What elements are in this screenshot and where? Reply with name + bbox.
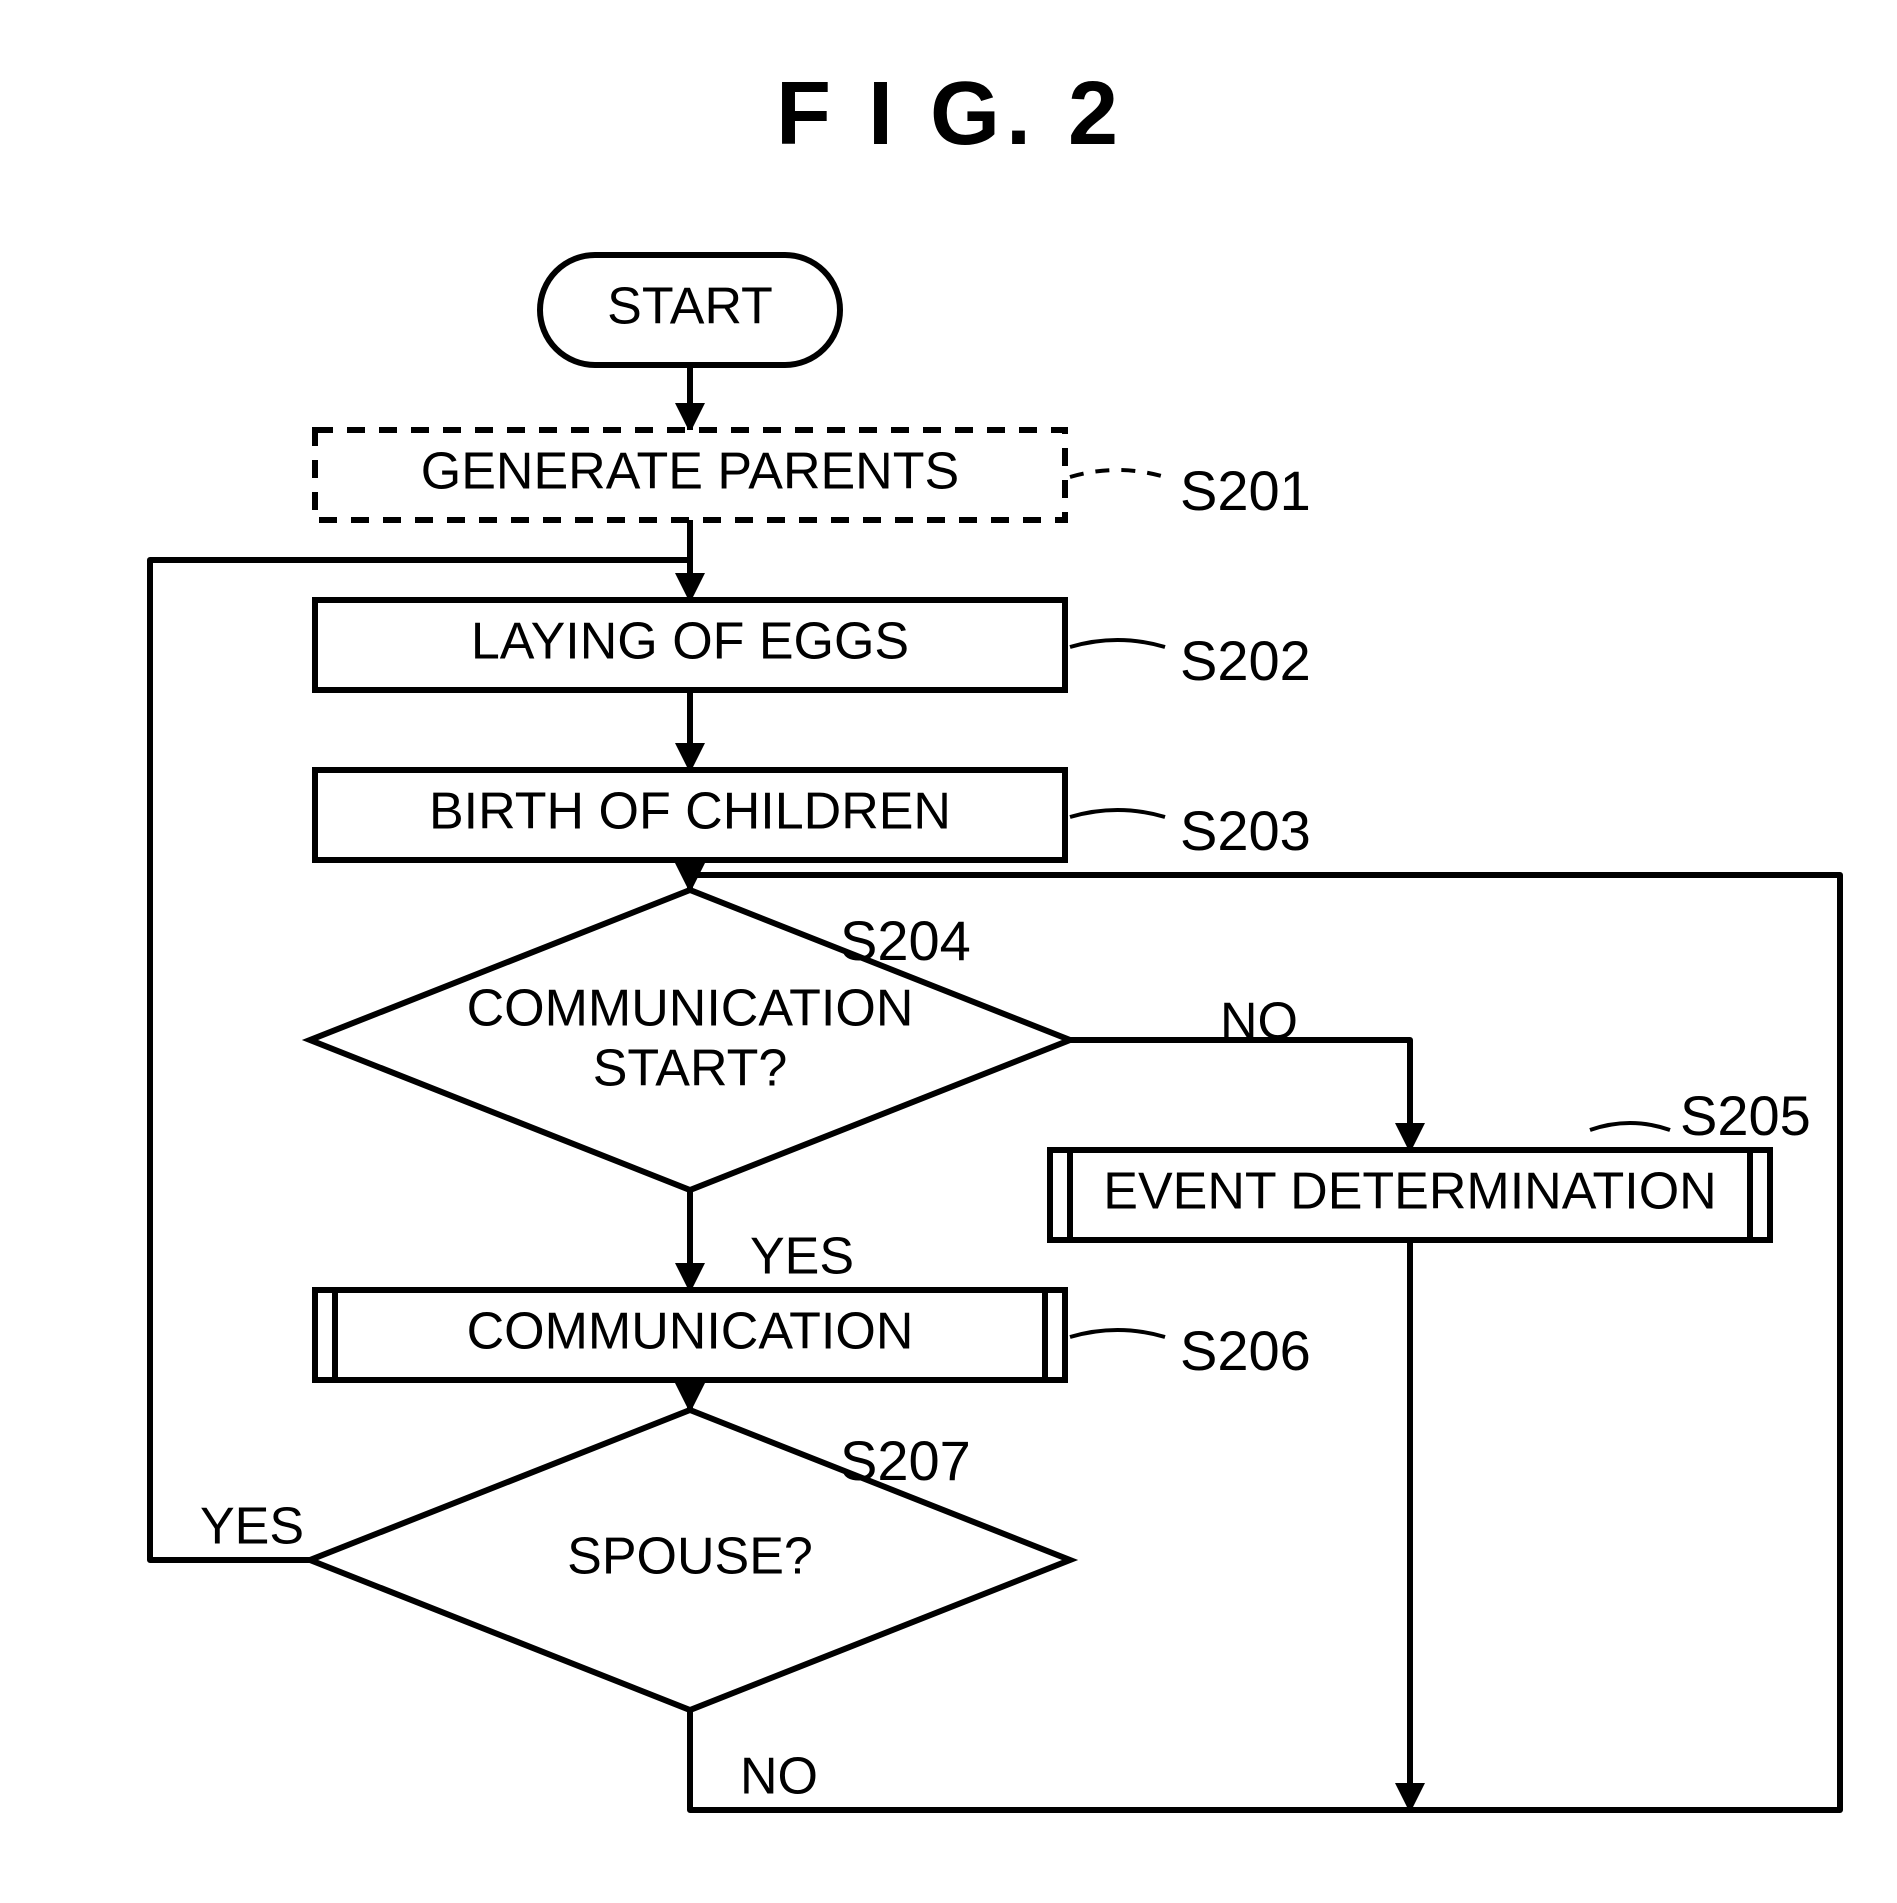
box-s206-label: COMMUNICATION <box>467 1303 914 1361</box>
box-s203: BIRTH OF CHILDREN <box>315 770 1065 860</box>
box-s201-label: GENERATE PARENTS <box>421 443 959 501</box>
box-s205-label: EVENT DETERMINATION <box>1103 1163 1716 1221</box>
edge-label-s204_yes: YES <box>750 1228 854 1286</box>
step-label-s207: S207 <box>840 1429 971 1492</box>
box-s201: GENERATE PARENTS <box>315 430 1065 520</box>
terminator-start-label: START <box>607 278 773 336</box>
edge-s204_no_to_s205 <box>1070 1040 1410 1150</box>
edge-label-s207_yes: YES <box>200 1498 304 1556</box>
step-label-s205: S205 <box>1680 1084 1811 1147</box>
box-s202: LAYING OF EGGS <box>315 600 1065 690</box>
step-label-s202: S202 <box>1180 629 1311 692</box>
leader-s205 <box>1590 1123 1670 1130</box>
edge-label-s207_no: NO <box>740 1748 818 1806</box>
box-s202-label: LAYING OF EGGS <box>471 613 909 671</box>
box-s203-label: BIRTH OF CHILDREN <box>429 783 951 841</box>
step-label-s204: S204 <box>840 909 971 972</box>
diamond-s204-line1: COMMUNICATION <box>467 980 914 1038</box>
step-label-s203: S203 <box>1180 799 1311 862</box>
box-s205: EVENT DETERMINATION <box>1050 1150 1770 1240</box>
leader-s201 <box>1070 470 1165 477</box>
edge-label-s204_no: NO <box>1220 993 1298 1051</box>
diamond-s204-line2: START? <box>593 1040 788 1098</box>
step-label-s201: S201 <box>1180 459 1311 522</box>
step-label-s206: S206 <box>1180 1319 1311 1382</box>
diamond-s207-line1: SPOUSE? <box>567 1528 813 1586</box>
leader-s202 <box>1070 640 1165 647</box>
leader-s203 <box>1070 810 1165 817</box>
figure-title: F I G. 2 <box>776 64 1124 164</box>
leader-s206 <box>1070 1330 1165 1337</box>
box-s206: COMMUNICATION <box>315 1290 1065 1380</box>
